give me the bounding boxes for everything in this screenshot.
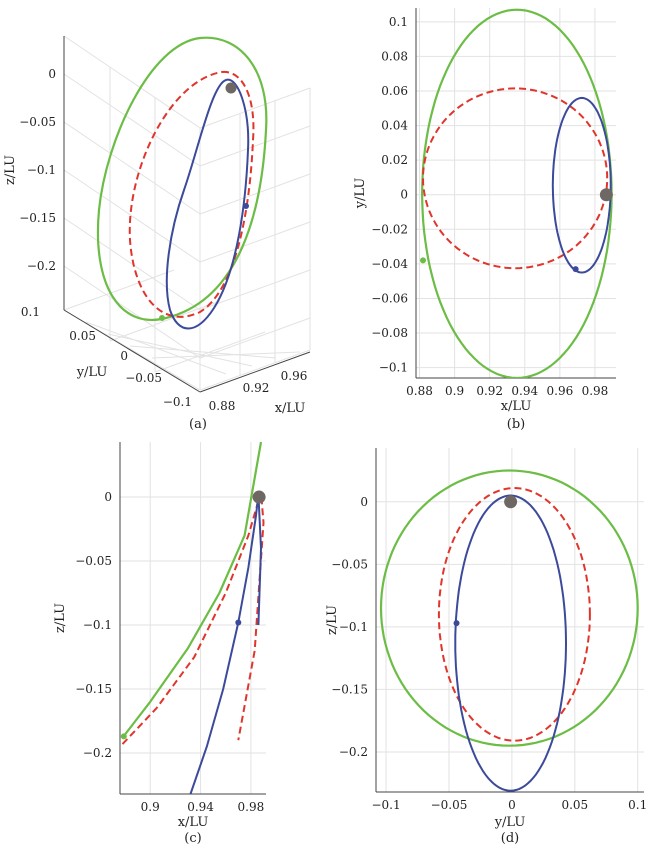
panel-b-y-tick-label: 0: [400, 188, 408, 202]
panel-a-y-tick: 0.05: [69, 329, 96, 343]
panel-b-x-tick-label: 0.96: [547, 384, 574, 398]
panel-b-xy-view: 0.88 0.9 0.92 0.94 0.96 0.98 0.1 0.08 0.06 0.04 0.…: [353, 8, 616, 432]
panel-c-green-marker: [120, 733, 127, 740]
panel-c-blue-orbit: [189, 493, 262, 794]
panel-a-z-tick: 0: [48, 67, 56, 81]
panel-a-z-tick: −0.2: [27, 259, 56, 273]
panel-c-caption: (c): [184, 831, 201, 846]
panel-d-y-tick-label: 0: [360, 495, 368, 509]
panel-d-y-tick-label: −0.15: [331, 682, 368, 696]
panel-d-moon: [504, 495, 518, 509]
panel-b-blue-marker: [572, 266, 579, 273]
panel-a-y-axis: [63, 309, 201, 393]
panel-b-y-tick-label: 0.02: [381, 153, 408, 167]
panel-d-y-tick-label: −0.05: [331, 557, 368, 571]
panel-a-y-label: y/LU: [76, 365, 108, 380]
panel-c-y-tick-label: −0.2: [83, 746, 112, 760]
panel-d-x-label: y/LU: [494, 815, 526, 830]
panel-a-z-tick: −0.05: [19, 115, 56, 129]
panel-d-red-orbit: [437, 486, 591, 742]
panel-b-x-tick-label: 0.92: [476, 384, 503, 398]
panel-d-yz-view: −0.1 −0.05 0 0.05 0.1 0 −0.05 −0.1 −0.15 −0.2 y/LU…: [325, 448, 647, 846]
panel-c-y-label: z/LU: [53, 603, 68, 633]
panel-a-x-tick: 0.92: [243, 381, 270, 395]
panel-a-y-tick: −0.05: [125, 371, 162, 385]
panel-c-moon: [252, 490, 266, 504]
panel-d-x-tick-label: 0.05: [561, 798, 588, 812]
panel-c-y-tick-label: −0.1: [83, 618, 112, 632]
panel-c-blue-marker: [235, 619, 242, 626]
panel-b-red-orbit: [421, 87, 609, 270]
panel-b-y-tick-label: −0.08: [371, 326, 408, 340]
panel-a-x-axis: [199, 351, 311, 393]
panel-a-moon: [225, 82, 237, 94]
panel-a-x-label: x/LU: [275, 401, 306, 416]
panel-b-y-tick-label: −0.1: [379, 361, 408, 375]
panel-b-y-label: y/LU: [353, 178, 368, 210]
panel-a-blue-orbit: [165, 78, 250, 330]
panel-c-xz-view: 0.9 0.94 0.98 0 −0.05 −0.1 −0.15 −0.2 x/LU z/LU (c…: [53, 442, 266, 846]
panel-d-caption: (d): [501, 831, 519, 846]
panel-b-y-tick-label: −0.04: [371, 257, 408, 271]
panel-b-blue-orbit: [551, 96, 612, 274]
panel-d-blue-marker: [453, 620, 460, 627]
panel-b-y-tick-label: 0.1: [389, 15, 408, 29]
panel-a-z-label: z/LU: [3, 155, 18, 185]
panel-c-y-tick-label: −0.15: [75, 682, 112, 696]
panel-c-y-tick-label: 0: [104, 490, 112, 504]
panel-d-blue-orbit: [454, 494, 567, 792]
panel-d-green-orbit: [379, 469, 639, 747]
panel-a-y-tick: 0.1: [21, 305, 40, 319]
panel-b-green-orbit: [420, 8, 613, 378]
panel-c-y-tick-label: −0.05: [75, 554, 112, 568]
panel-b-caption: (b): [507, 417, 525, 432]
panel-a-blue-marker: [243, 203, 249, 209]
panel-b-green-marker: [420, 257, 427, 264]
panel-b-x-tick-label: 0.88: [406, 384, 433, 398]
panel-b-x-tick-label: 0.94: [511, 384, 538, 398]
panel-d-y-label: z/LU: [325, 605, 340, 635]
panel-d-x-tick-label: 0: [508, 798, 516, 812]
panel-a-z-tick: −0.1: [27, 163, 56, 177]
panel-c-red-orbit: [121, 490, 265, 745]
panel-c-x-tick-label: 0.9: [141, 800, 160, 814]
panel-a-3d-view: 0 −0.05 −0.1 −0.15 −0.2 0.1 0.05 0 −0.05…: [3, 35, 311, 432]
panel-a-z-tick: −0.15: [19, 211, 56, 225]
panel-b-y-tick-label: −0.06: [371, 291, 408, 305]
panel-d-x-tick-label: 0.1: [628, 798, 647, 812]
panel-a-x-tick: 0.88: [209, 399, 236, 413]
panel-c-green-orbit: [121, 442, 263, 739]
panel-d-y-tick-label: −0.2: [339, 745, 368, 759]
panel-c-x-tick-label: 0.98: [238, 800, 265, 814]
panel-a-caption: (a): [189, 417, 207, 432]
panel-c-x-label: x/LU: [178, 815, 209, 830]
panel-a-grid: [63, 35, 311, 391]
panel-b-x-tick-label: 0.9: [445, 384, 464, 398]
panel-d-x-tick-label: −0.1: [371, 798, 400, 812]
panel-b-x-tick-label: 0.98: [582, 384, 609, 398]
panel-c-x-tick-label: 0.94: [187, 800, 214, 814]
panel-a-y-tick: 0: [120, 349, 128, 363]
panel-d-y-tick-label: −0.1: [339, 620, 368, 634]
panel-b-y-tick-label: 0.06: [381, 84, 408, 98]
panel-a-y-tick: −0.1: [163, 395, 192, 409]
panel-d-x-tick-label: −0.05: [431, 798, 468, 812]
panel-a-x-tick: 0.96: [281, 369, 308, 383]
panel-a-red-orbit: [128, 70, 255, 318]
panel-b-x-label: x/LU: [501, 399, 532, 414]
panel-b-y-tick-label: 0.04: [381, 119, 408, 133]
panel-a-green-marker: [159, 315, 165, 321]
panel-a-green-orbit: [96, 36, 268, 321]
panel-b-y-tick-label: 0.08: [381, 49, 408, 63]
panel-b-moon: [599, 188, 613, 202]
panel-b-y-tick-label: −0.02: [371, 222, 408, 236]
